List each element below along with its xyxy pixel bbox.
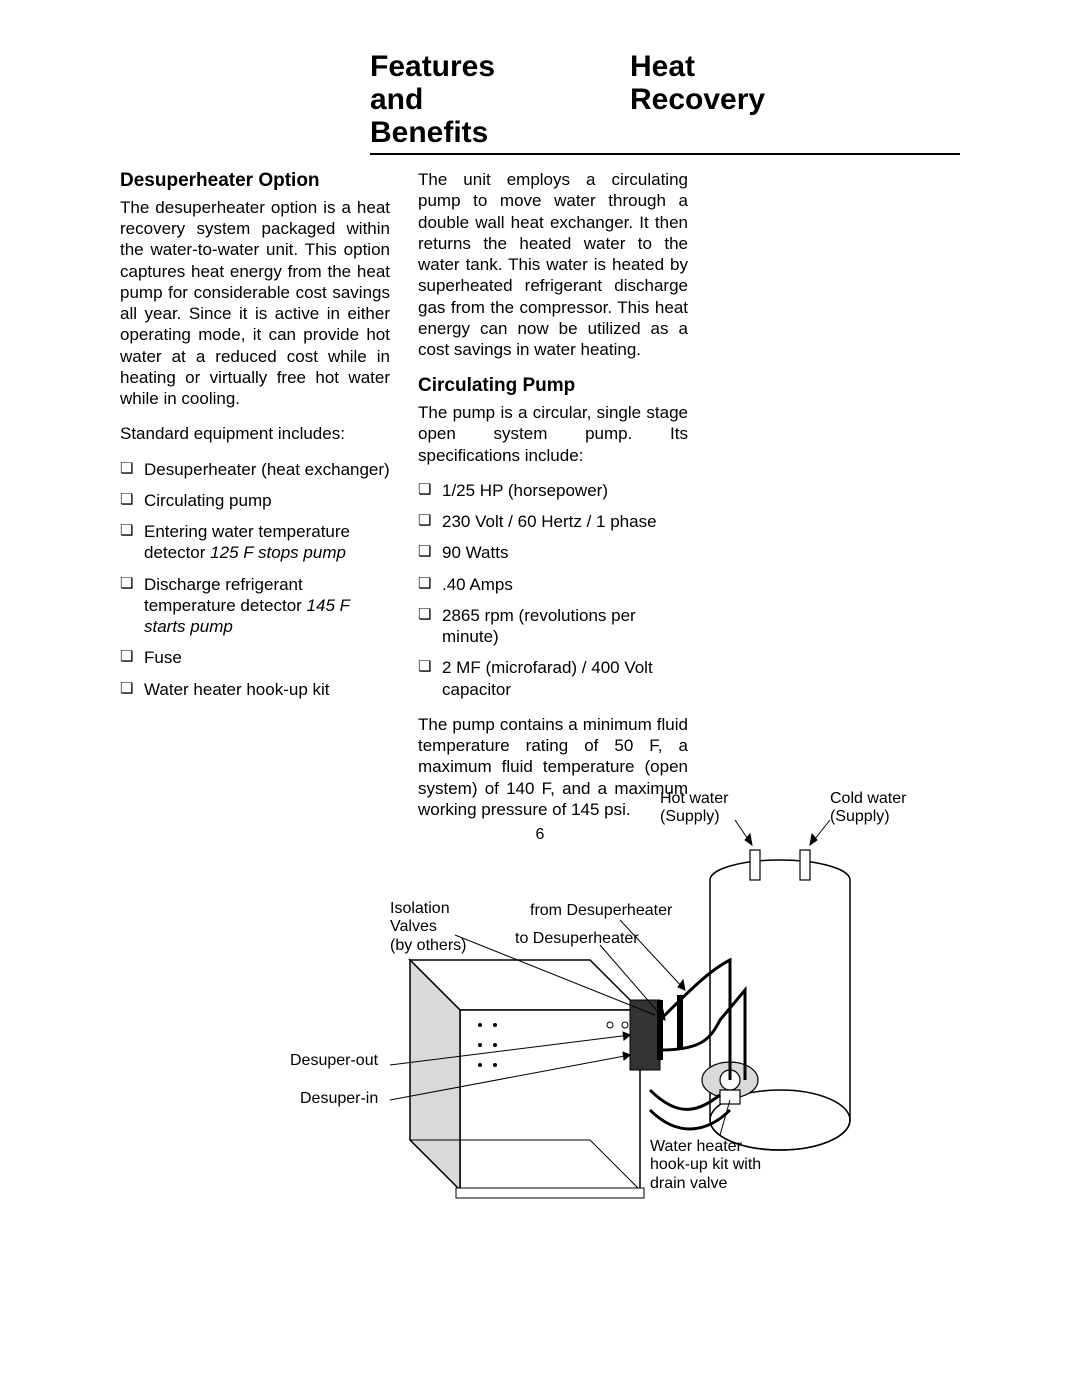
para-desuper-1: The desuperheater option is a heat recov… xyxy=(120,197,390,410)
list-item: ❏Fuse xyxy=(120,647,390,668)
para-pump-2: The pump is a circular, single stage ope… xyxy=(418,402,688,466)
list-item: ❏Desuperheater (heat exchanger) xyxy=(120,459,390,480)
column-left: Desuperheater Option The desuperheater o… xyxy=(120,169,390,834)
content-row: Desuperheater Option The desuperheater o… xyxy=(120,169,960,834)
label-hookup: Water heater hook-up kit with drain valv… xyxy=(650,1138,761,1193)
list-item: ❏Discharge refrigerant temperature detec… xyxy=(120,574,390,638)
list-item: ❏90 Watts xyxy=(418,542,688,563)
diagram: Hot water (Supply) Cold water (Supply) I… xyxy=(290,790,930,1230)
column-right: The unit employs a circulating pump to m… xyxy=(418,169,688,834)
list-item: ❏2 MF (microfarad) / 400 Volt capacitor xyxy=(418,657,688,700)
para-desuper-2: Standard equipment includes: xyxy=(120,423,390,444)
label-from-desuper: from Desuperheater xyxy=(530,902,672,920)
label-isolation: Isolation Valves (by others) xyxy=(390,900,466,955)
list-item: ❏230 Volt / 60 Hertz / 1 phase xyxy=(418,511,688,532)
title-row: Features and Benefits Heat Recovery xyxy=(370,50,960,155)
para-pump-1: The unit employs a circulating pump to m… xyxy=(418,169,688,360)
list-item: ❏Circulating pump xyxy=(120,490,390,511)
tank-group xyxy=(702,850,850,1150)
label-desuper-in: Desuper-in xyxy=(300,1090,378,1108)
subhead-desuperheater: Desuperheater Option xyxy=(120,169,390,193)
subhead-pump: Circulating Pump xyxy=(418,374,688,398)
list-equipment: ❏Desuperheater (heat exchanger) ❏Circula… xyxy=(120,459,390,700)
title-heat-recovery: Heat Recovery xyxy=(630,50,850,149)
diagram-svg xyxy=(290,790,930,1230)
list-item: ❏2865 rpm (revolutions per minute) xyxy=(418,605,688,648)
list-item: ❏1/25 HP (horsepower) xyxy=(418,480,688,501)
page-number: 6 xyxy=(0,826,1080,844)
list-item: ❏.40 Amps xyxy=(418,574,688,595)
list-item: ❏Entering water temperature detector 125… xyxy=(120,521,390,564)
list-pump-specs: ❏1/25 HP (horsepower) ❏230 Volt / 60 Her… xyxy=(418,480,688,700)
label-to-desuper: to Desuperheater xyxy=(515,930,639,948)
label-desuper-out: Desuper-out xyxy=(290,1052,378,1070)
list-item: ❏Water heater hook-up kit xyxy=(120,679,390,700)
title-features: Features and Benefits xyxy=(370,50,590,149)
unit-group xyxy=(410,960,660,1198)
label-hot-water: Hot water (Supply) xyxy=(660,790,728,827)
label-cold-water: Cold water (Supply) xyxy=(830,790,906,827)
